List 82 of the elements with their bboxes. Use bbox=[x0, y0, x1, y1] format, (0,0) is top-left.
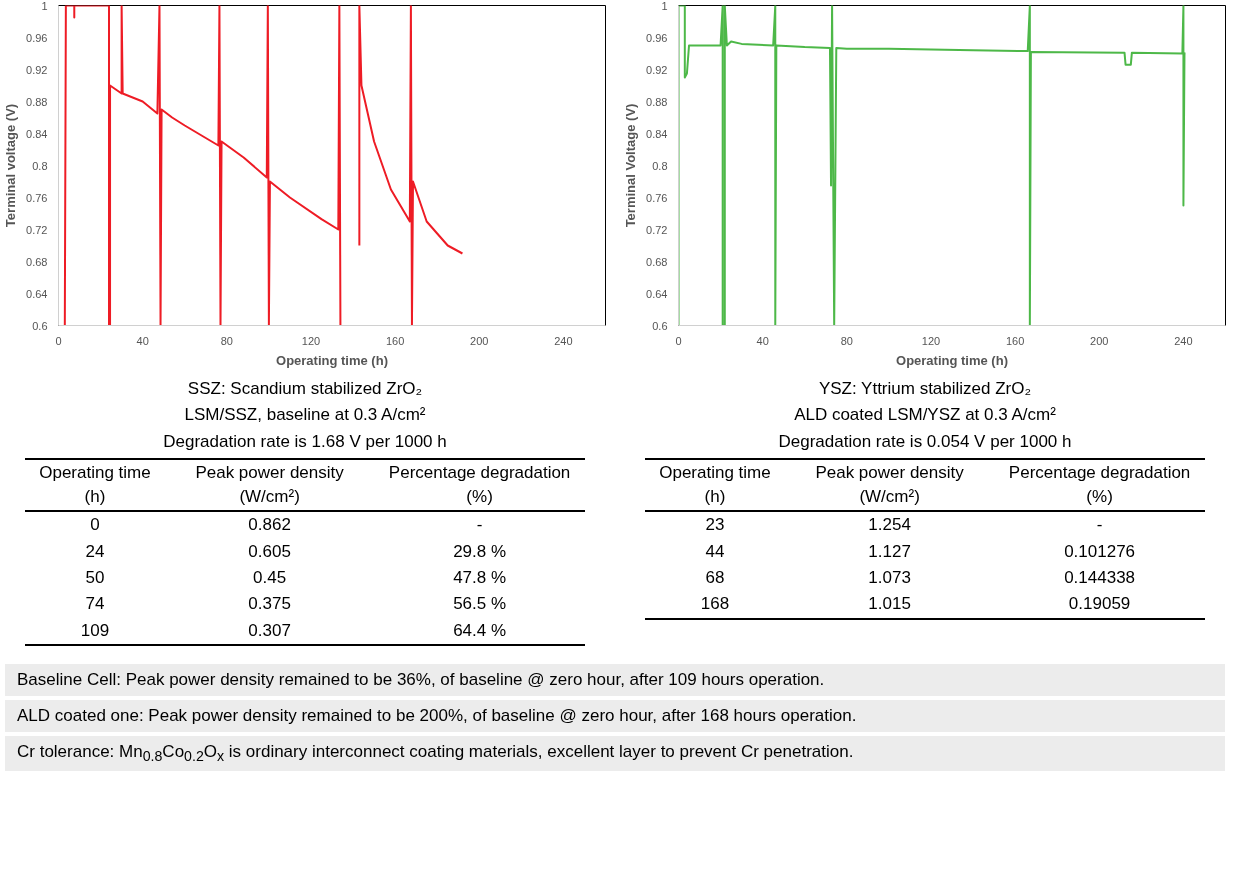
text: - bbox=[475, 514, 484, 537]
x-tick-label: 160 bbox=[385, 334, 405, 347]
text: Baseline Cell: Peak power density remained to be 36%, of baseline @ zero hour, after 109 hours operation. bbox=[5, 663, 1225, 697]
x-tick-label: 160 bbox=[1005, 334, 1025, 347]
y-tick-label: 0.8 bbox=[652, 159, 668, 172]
y-tick-label: 0.92 bbox=[646, 63, 668, 76]
text: 68 bbox=[704, 566, 726, 589]
x-tick-label: 200 bbox=[470, 334, 489, 347]
x-tick-label: 80 bbox=[840, 334, 853, 347]
text: Peak power density (W/cm²) bbox=[164, 458, 375, 512]
y-tick-label: 0.68 bbox=[646, 255, 668, 268]
x-tick-label: 0 bbox=[675, 334, 682, 347]
y-tick-label: 0.88 bbox=[646, 95, 668, 108]
text: 0.375 bbox=[247, 593, 292, 616]
x-tick-label: 240 bbox=[554, 334, 573, 347]
x-tick-label: 40 bbox=[756, 334, 769, 347]
y-axis-title: Terminal voltage (V) bbox=[3, 103, 19, 228]
y-tick-label: 0.6 bbox=[652, 319, 668, 332]
text: YSZ: Yttrium stabilized ZrO₂ bbox=[817, 378, 1033, 400]
text: ALD coated LSM/YSZ at 0.3 A/cm² bbox=[793, 404, 1057, 427]
y-tick-label: 1 bbox=[41, 0, 48, 12]
text: 29.8 % bbox=[452, 540, 508, 563]
y-tick-label: 0.64 bbox=[26, 287, 48, 300]
x-axis-title: Operating time (h) bbox=[276, 352, 388, 368]
text: Cr tolerance: Mn$_{0.8}$Co$_{0.2}$O$_{x}$ is ordinary interconnect coating materials, excellent layer to prevent Cr penetration. bbox=[5, 736, 1225, 771]
text: 1.127 bbox=[867, 540, 912, 563]
text: 1.015 bbox=[867, 593, 912, 616]
y-tick-label: 0.6 bbox=[32, 319, 48, 332]
y-tick-label: 0.88 bbox=[26, 95, 48, 108]
text: 1.073 bbox=[867, 566, 912, 589]
text: 0.862 bbox=[247, 514, 292, 537]
text: Percentage degradation (%) bbox=[994, 458, 1205, 512]
text: 50 bbox=[84, 566, 106, 589]
x-tick-label: 240 bbox=[1174, 334, 1193, 347]
text: 0.307 bbox=[247, 619, 292, 642]
y-tick-label: 1 bbox=[661, 0, 668, 12]
y-tick-label: 0.72 bbox=[646, 223, 668, 236]
x-tick-label: 40 bbox=[136, 334, 149, 347]
y-tick-label: 0.76 bbox=[646, 191, 668, 204]
text: 0.101276 bbox=[1063, 540, 1137, 563]
text: 0.19059 bbox=[1067, 593, 1132, 616]
text: 74 bbox=[84, 593, 106, 616]
text: Operating time (h) bbox=[25, 458, 165, 512]
text: ALD coated one: Peak power density remained to be 200%, of baseline @ zero hour, after 168 hours operation. bbox=[5, 700, 1225, 733]
x-tick-label: 80 bbox=[220, 334, 233, 347]
x-axis-title: Operating time (h) bbox=[896, 352, 1008, 368]
text: 1.254 bbox=[867, 514, 912, 537]
text: 56.5 % bbox=[452, 593, 508, 616]
text: 0.605 bbox=[247, 540, 292, 563]
x-tick-label: 0 bbox=[55, 334, 62, 347]
text: 0 bbox=[89, 514, 101, 537]
text: 47.8 % bbox=[452, 566, 508, 589]
y-tick-label: 0.92 bbox=[26, 63, 48, 76]
y-tick-label: 0.68 bbox=[26, 255, 48, 268]
text: - bbox=[1095, 514, 1104, 537]
y-tick-label: 0.84 bbox=[26, 127, 48, 140]
text: 23 bbox=[704, 514, 726, 537]
y-tick-label: 0.76 bbox=[26, 191, 48, 204]
y-tick-label: 0.8 bbox=[32, 159, 48, 172]
text: 24 bbox=[84, 540, 106, 563]
text: 44 bbox=[704, 540, 726, 563]
x-tick-label: 200 bbox=[1090, 334, 1109, 347]
x-tick-label: 120 bbox=[301, 334, 321, 347]
text: Operating time (h) bbox=[645, 458, 785, 512]
text: 64.4 % bbox=[452, 619, 508, 642]
text: Degradation rate is 1.68 V per 1000 h bbox=[162, 430, 448, 453]
text: SSZ: Scandium stabilized ZrO₂ bbox=[186, 378, 424, 400]
text: Percentage degradation (%) bbox=[374, 458, 585, 512]
text: Peak power density (W/cm²) bbox=[784, 458, 995, 512]
x-tick-label: 120 bbox=[921, 334, 941, 347]
text: 0.45 bbox=[252, 566, 288, 589]
y-axis-title: Terminal Voltage (V) bbox=[623, 103, 639, 228]
text: LSM/SSZ, baseline at 0.3 A/cm² bbox=[183, 404, 427, 427]
y-tick-label: 0.84 bbox=[646, 127, 668, 140]
text: Degradation rate is 0.054 V per 1000 h bbox=[777, 430, 1073, 453]
text: 109 bbox=[79, 619, 111, 642]
text: 168 bbox=[699, 593, 731, 616]
y-tick-label: 0.96 bbox=[646, 31, 668, 44]
y-tick-label: 0.64 bbox=[646, 287, 668, 300]
y-tick-label: 0.96 bbox=[26, 31, 48, 44]
y-tick-label: 0.72 bbox=[26, 223, 48, 236]
text: 0.144338 bbox=[1063, 566, 1137, 589]
